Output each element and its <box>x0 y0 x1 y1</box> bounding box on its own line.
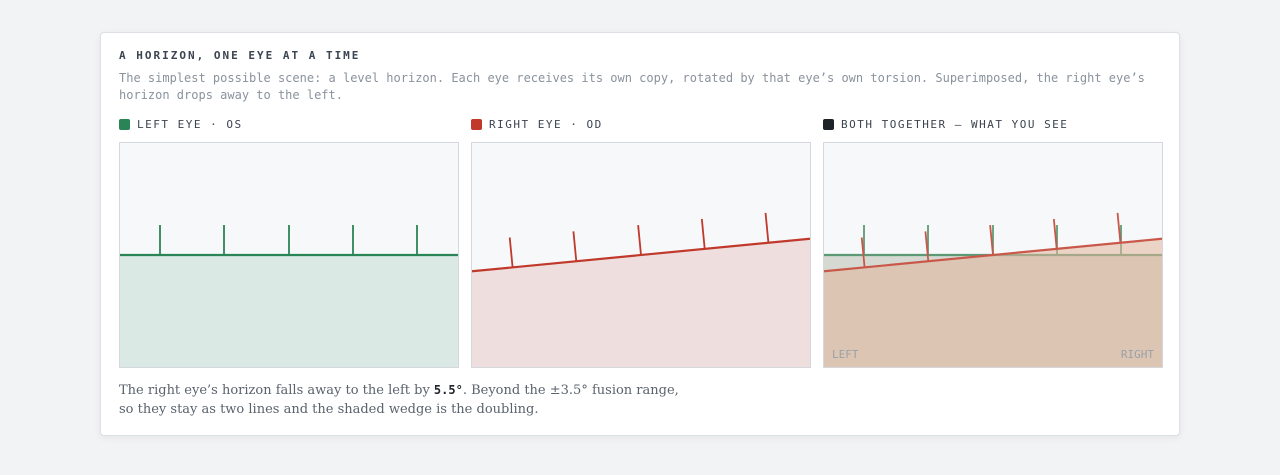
tick <box>860 237 866 268</box>
tick <box>764 212 770 243</box>
caption: The right eye’s horizon falls away to th… <box>119 381 679 419</box>
swatch <box>823 119 834 130</box>
corner-label: RIGHT <box>1121 348 1154 361</box>
description: The simplest possible scene: a level hor… <box>119 71 1145 102</box>
caption-text: so they stay as two lines and the shaded… <box>119 402 539 417</box>
corner-label: LEFT <box>832 348 859 361</box>
label: LEFT EYE · OS <box>137 118 243 131</box>
tick <box>637 225 642 256</box>
panel-label: BOTH TOGETHER — WHAT YOU SEE <box>823 118 1068 131</box>
left-eye-panel <box>119 142 459 368</box>
tick <box>924 231 930 262</box>
combined-panel: LEFT RIGHT <box>823 142 1163 368</box>
swatch <box>119 119 130 130</box>
caption-text: . Beyond the ±3.5° fusion range, <box>462 383 679 398</box>
tick <box>989 225 994 256</box>
tick <box>1052 218 1058 249</box>
ground <box>120 255 458 367</box>
tick <box>1116 212 1122 243</box>
tick <box>700 218 706 249</box>
ground <box>824 238 1162 367</box>
torsion-value: 5.5° <box>433 383 463 397</box>
label: RIGHT EYE · OD <box>489 118 603 131</box>
tick <box>508 237 514 268</box>
title: A HORIZON, ONE EYE AT A TIME <box>119 49 361 62</box>
label: BOTH TOGETHER — WHAT YOU SEE <box>841 118 1069 131</box>
caption-text: The right eye’s horizon falls away to th… <box>119 383 434 398</box>
panel-label: RIGHT EYE · OD <box>471 118 603 131</box>
right-eye-panel <box>471 142 811 368</box>
panel-label: LEFT EYE · OS <box>119 118 243 131</box>
card: A HORIZON, ONE EYE AT A TIME The simples… <box>100 32 1180 436</box>
ground <box>472 238 810 367</box>
tick <box>572 231 578 262</box>
swatch <box>471 119 482 130</box>
